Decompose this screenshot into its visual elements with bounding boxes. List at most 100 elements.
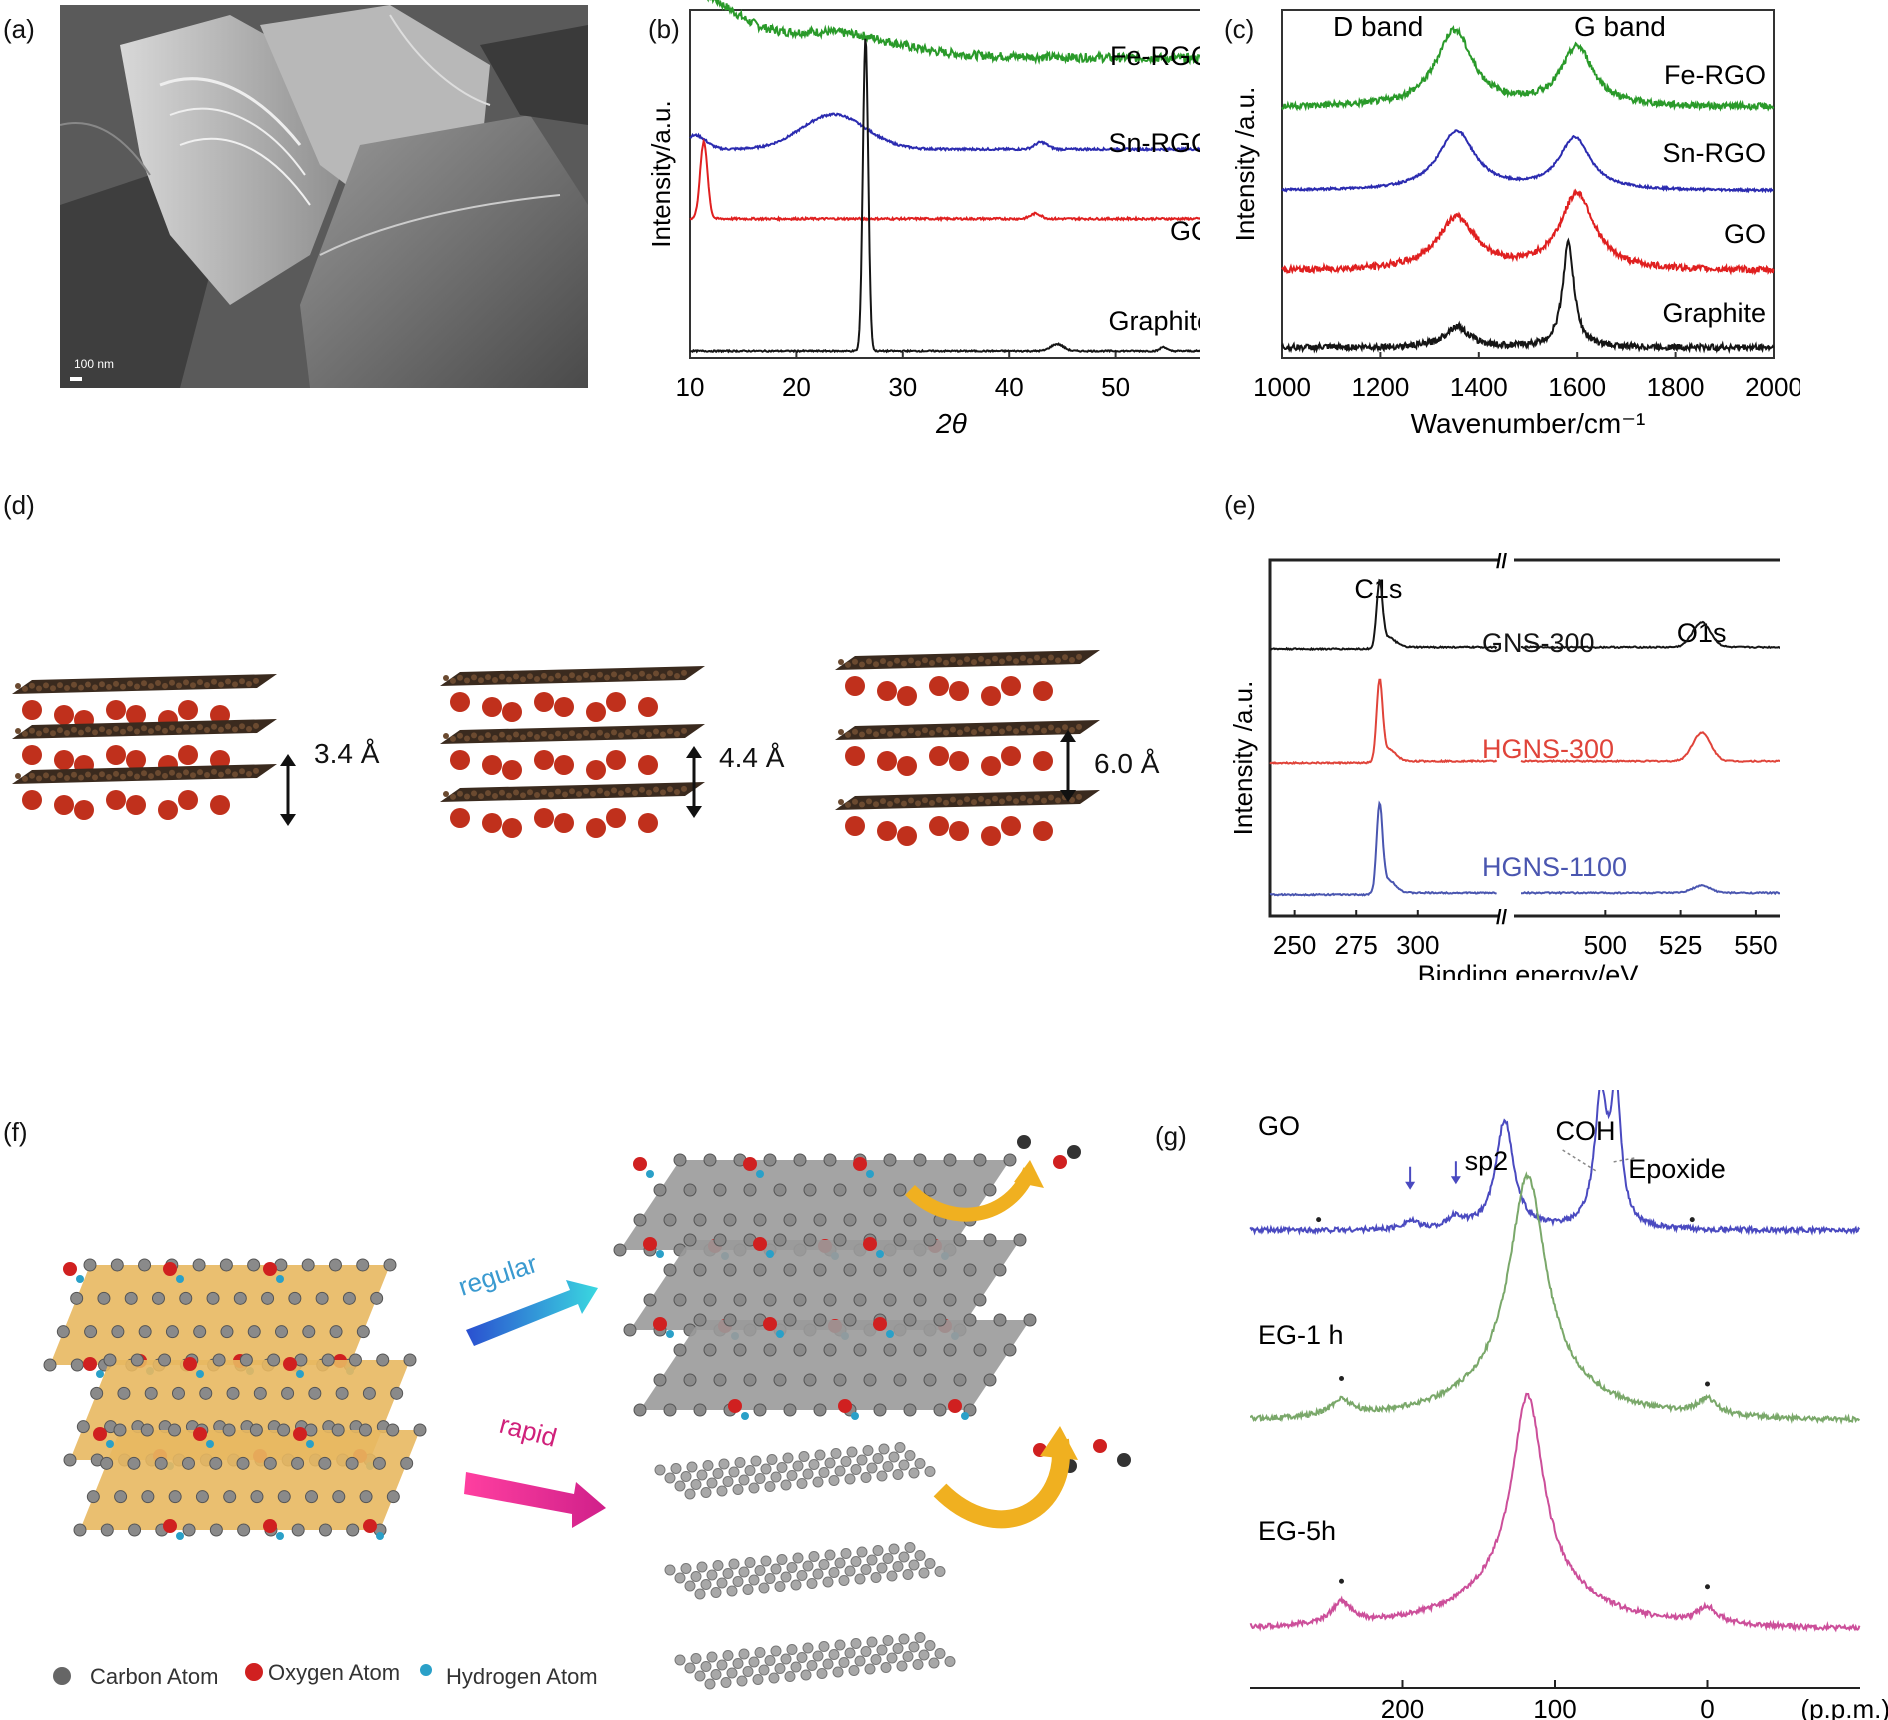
rapid-sheet-atom [918, 1649, 930, 1661]
carbon-atom [743, 1373, 757, 1387]
carbon-atom [86, 1490, 100, 1504]
carbon-atom [43, 1358, 57, 1372]
rapid-sheet-atom [712, 1560, 724, 1571]
carbon-atom [261, 1291, 275, 1305]
carbon-atom [639, 786, 645, 793]
carbon-atom [590, 790, 596, 797]
oxygen-atom [54, 705, 74, 725]
carbon-atom [950, 726, 956, 733]
carbon-atom [978, 656, 984, 662]
oxygen-atom [93, 1427, 107, 1441]
oxygen-atom [210, 750, 230, 770]
rapid-sheet-atom [924, 1640, 936, 1651]
carbon-atom [983, 1373, 997, 1387]
rapid-sheet-atom [908, 1467, 920, 1479]
rapid-sheet-atom [776, 1554, 788, 1565]
oxygen-atom [22, 790, 42, 810]
hydrogen-atom [76, 1275, 84, 1283]
series-line-go [1249, 1090, 1861, 1236]
carbon-atom [1048, 654, 1054, 661]
carbon-atom [763, 1343, 777, 1357]
carbon-atom [249, 1423, 263, 1437]
carbon-atom [148, 683, 154, 690]
rapid-sheet-atom [856, 1454, 868, 1466]
rapid-sheet-atom [732, 1484, 744, 1495]
carbon-atom [106, 729, 112, 736]
carbon-atom [611, 729, 617, 736]
carbon-atom [1027, 727, 1033, 734]
rapid-sheet-atom [802, 1642, 814, 1654]
carbon-atom [331, 1423, 345, 1437]
carbon-atom [863, 1373, 877, 1387]
oxygen-atom [981, 756, 1001, 776]
oxygen-atom [283, 1357, 297, 1371]
carbon-atom [64, 774, 70, 781]
spacing-arrow-head [686, 746, 702, 758]
rapid-sheet-atom [670, 1463, 682, 1474]
x-axis-label: Wavenumber/cm⁻¹ [1411, 408, 1646, 439]
carbon-atom [893, 1233, 907, 1247]
carbon-atom [345, 1456, 359, 1470]
oxygen-atom [863, 1237, 877, 1251]
carbon-atom [838, 729, 844, 735]
carbon-atom [693, 1213, 707, 1227]
carbon-atom [246, 771, 252, 778]
rapid-sheet-atom [892, 1469, 904, 1480]
carbon-atom [127, 680, 133, 687]
oxygen-atom [534, 808, 554, 828]
carbon-atom [894, 657, 900, 664]
rapid-sheet-atom [700, 1661, 712, 1672]
rapid-sheet-atom [878, 1443, 890, 1455]
carbon-atom [883, 1293, 897, 1307]
rapid-sheet-atom [686, 1461, 698, 1473]
carbon-atom [625, 787, 631, 794]
oxygen-atom [502, 760, 522, 780]
rapid-sheet-atom [700, 1579, 712, 1590]
carbon-atom [983, 1233, 997, 1247]
carbon-atom [548, 733, 554, 740]
carbon-atom [169, 769, 175, 776]
hydrogen-atom [196, 1370, 204, 1378]
carbon-atom [763, 1293, 777, 1307]
x-tick-label: 50 [1101, 372, 1130, 402]
carbon-atom [478, 735, 484, 742]
rapid-sheet-atom [818, 1641, 830, 1652]
carbon-atom [813, 1213, 827, 1227]
carbon-atom [158, 1353, 172, 1367]
carbon-atom [1020, 795, 1026, 802]
carbon-atom [140, 1423, 154, 1437]
carbon-atom [673, 1343, 687, 1357]
rapid-sheet-atom [876, 1562, 888, 1574]
x-tick-label: 40 [995, 372, 1024, 402]
rapid-sheet-atom [834, 1465, 846, 1477]
carbon-atom [922, 657, 928, 664]
rapid-sheet-atom [934, 1566, 946, 1577]
rapid-sheet-atom [758, 1582, 770, 1594]
carbon-atom [464, 677, 470, 684]
carbon-atom [464, 793, 470, 800]
carbon-atom [499, 673, 505, 680]
carbon-atom [63, 1453, 77, 1467]
carbon-atom [492, 792, 498, 799]
carbon-atom [485, 732, 491, 739]
carbon-atom [643, 1293, 657, 1307]
carbon-atom [908, 727, 914, 734]
carbon-atom [763, 1153, 777, 1167]
oxygen-atom [163, 1519, 177, 1533]
carbon-atom [999, 728, 1005, 735]
carbon-atom [922, 797, 928, 804]
rapid-sheet-atom [770, 1471, 782, 1483]
rapid-sheet-atom [924, 1558, 936, 1569]
carbon-atom [204, 681, 210, 688]
carbon-atom [506, 734, 512, 741]
x-tick-label: 30 [888, 372, 917, 402]
rapid-sheet-atom [738, 1474, 750, 1486]
carbon-atom [99, 726, 105, 733]
carbon-atom [773, 1183, 787, 1197]
chart-b: 1020304050602θIntensity/a.u.Fe-RGOSn-RGO… [646, 0, 1200, 439]
y-axis-label: Intensity /a.u. [1230, 87, 1260, 242]
carbon-atom [534, 792, 540, 799]
carbon-atom [843, 1263, 857, 1277]
carbon-atom [929, 660, 935, 667]
oxygen-atom [606, 808, 626, 828]
